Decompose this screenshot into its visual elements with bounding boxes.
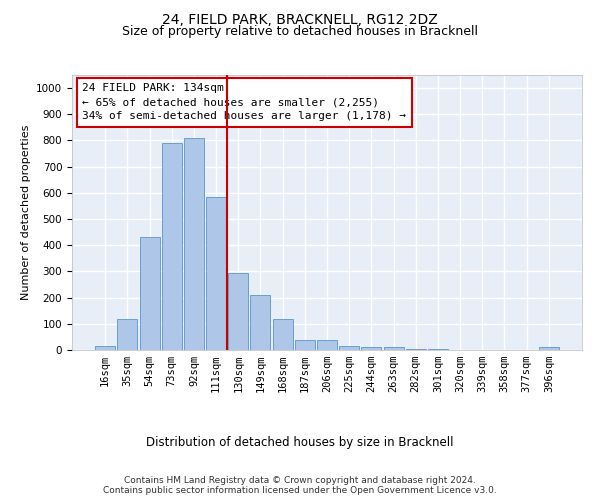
Bar	[339, 346, 359, 350]
Bar	[228, 272, 248, 350]
Bar	[406, 348, 426, 350]
Bar	[95, 346, 115, 350]
Bar	[140, 238, 160, 350]
Bar	[250, 295, 271, 350]
Bar	[428, 348, 448, 350]
Text: Contains HM Land Registry data © Crown copyright and database right 2024.
Contai: Contains HM Land Registry data © Crown c…	[103, 476, 497, 495]
Bar	[206, 197, 226, 350]
Bar	[361, 348, 382, 350]
Text: 24, FIELD PARK, BRACKNELL, RG12 2DZ: 24, FIELD PARK, BRACKNELL, RG12 2DZ	[162, 12, 438, 26]
Bar	[184, 138, 204, 350]
Bar	[295, 340, 315, 350]
Text: Size of property relative to detached houses in Bracknell: Size of property relative to detached ho…	[122, 25, 478, 38]
Y-axis label: Number of detached properties: Number of detached properties	[20, 125, 31, 300]
Text: 24 FIELD PARK: 134sqm
← 65% of detached houses are smaller (2,255)
34% of semi-d: 24 FIELD PARK: 134sqm ← 65% of detached …	[82, 83, 406, 121]
Bar	[272, 318, 293, 350]
Bar	[118, 318, 137, 350]
Bar	[539, 348, 559, 350]
Text: Distribution of detached houses by size in Bracknell: Distribution of detached houses by size …	[146, 436, 454, 449]
Bar	[383, 348, 404, 350]
Bar	[317, 340, 337, 350]
Bar	[162, 143, 182, 350]
